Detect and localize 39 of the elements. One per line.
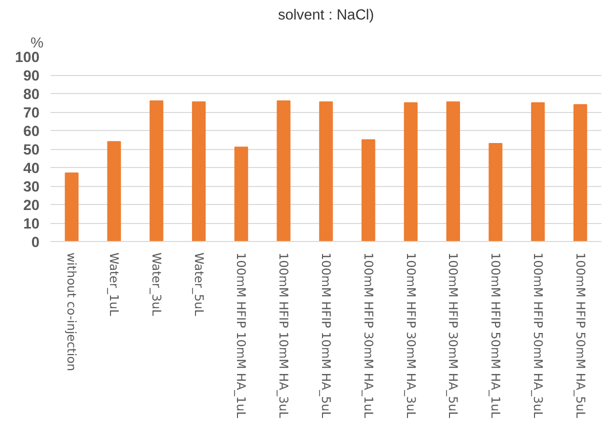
y-tick-label: 60 [23,124,40,140]
chart-title: solvent : NaCl) [278,8,374,24]
x-tick-label: 100mM HFIP 50mM HA_3uL [530,252,545,418]
y-tick-label: 40 [23,161,40,177]
x-tick-label: 100mM HFIP 10mM HA_5uL [319,252,333,418]
x-tick-label: Water_1uL [107,252,122,316]
y-tick-label: 90 [23,68,40,84]
bar [404,102,418,242]
y-tick-label: 80 [23,87,40,103]
y-tick-label: 100 [15,50,40,66]
x-tick-label: 100mM HFIP 30mM HA_1uL [361,252,376,418]
y-tick-label: 0 [31,235,40,251]
y-axis-title: % [30,36,44,52]
bar [192,101,206,242]
bar [319,101,333,242]
x-tick-label: 100mM HFIP 50mM HA_5uL [573,252,588,418]
x-tick-label: Water_3uL [149,252,164,316]
bar [531,102,545,242]
x-tick-label: 100mM HFIP 10mM HA_1uL [234,252,248,418]
x-tick-label: 100mM HFIP 50mM HA_1uL [488,252,503,418]
bar [573,104,588,242]
x-tick-label: 100mM HFIP 30mM HA_3uL [404,252,418,418]
y-tick-label: 20 [23,198,40,214]
bar [107,141,121,242]
x-tick-label: Water_5uL [192,252,206,316]
x-tick-label: 100mM HFIP 30mM HA_5uL [446,252,460,418]
y-tick-label: 70 [23,106,40,122]
x-tick-label: without co-injection [64,252,79,372]
y-tick-label: 30 [23,180,40,196]
x-tick-label: 100mM HFIP 10mM HA_3uL [276,252,291,418]
bar [446,101,460,242]
bar [362,139,376,242]
bar [64,172,79,242]
bar [150,100,164,242]
y-tick-label: 10 [23,216,40,232]
bar [276,100,290,242]
bar [488,142,502,242]
bar [234,146,248,242]
y-tick-label: 50 [23,142,40,158]
